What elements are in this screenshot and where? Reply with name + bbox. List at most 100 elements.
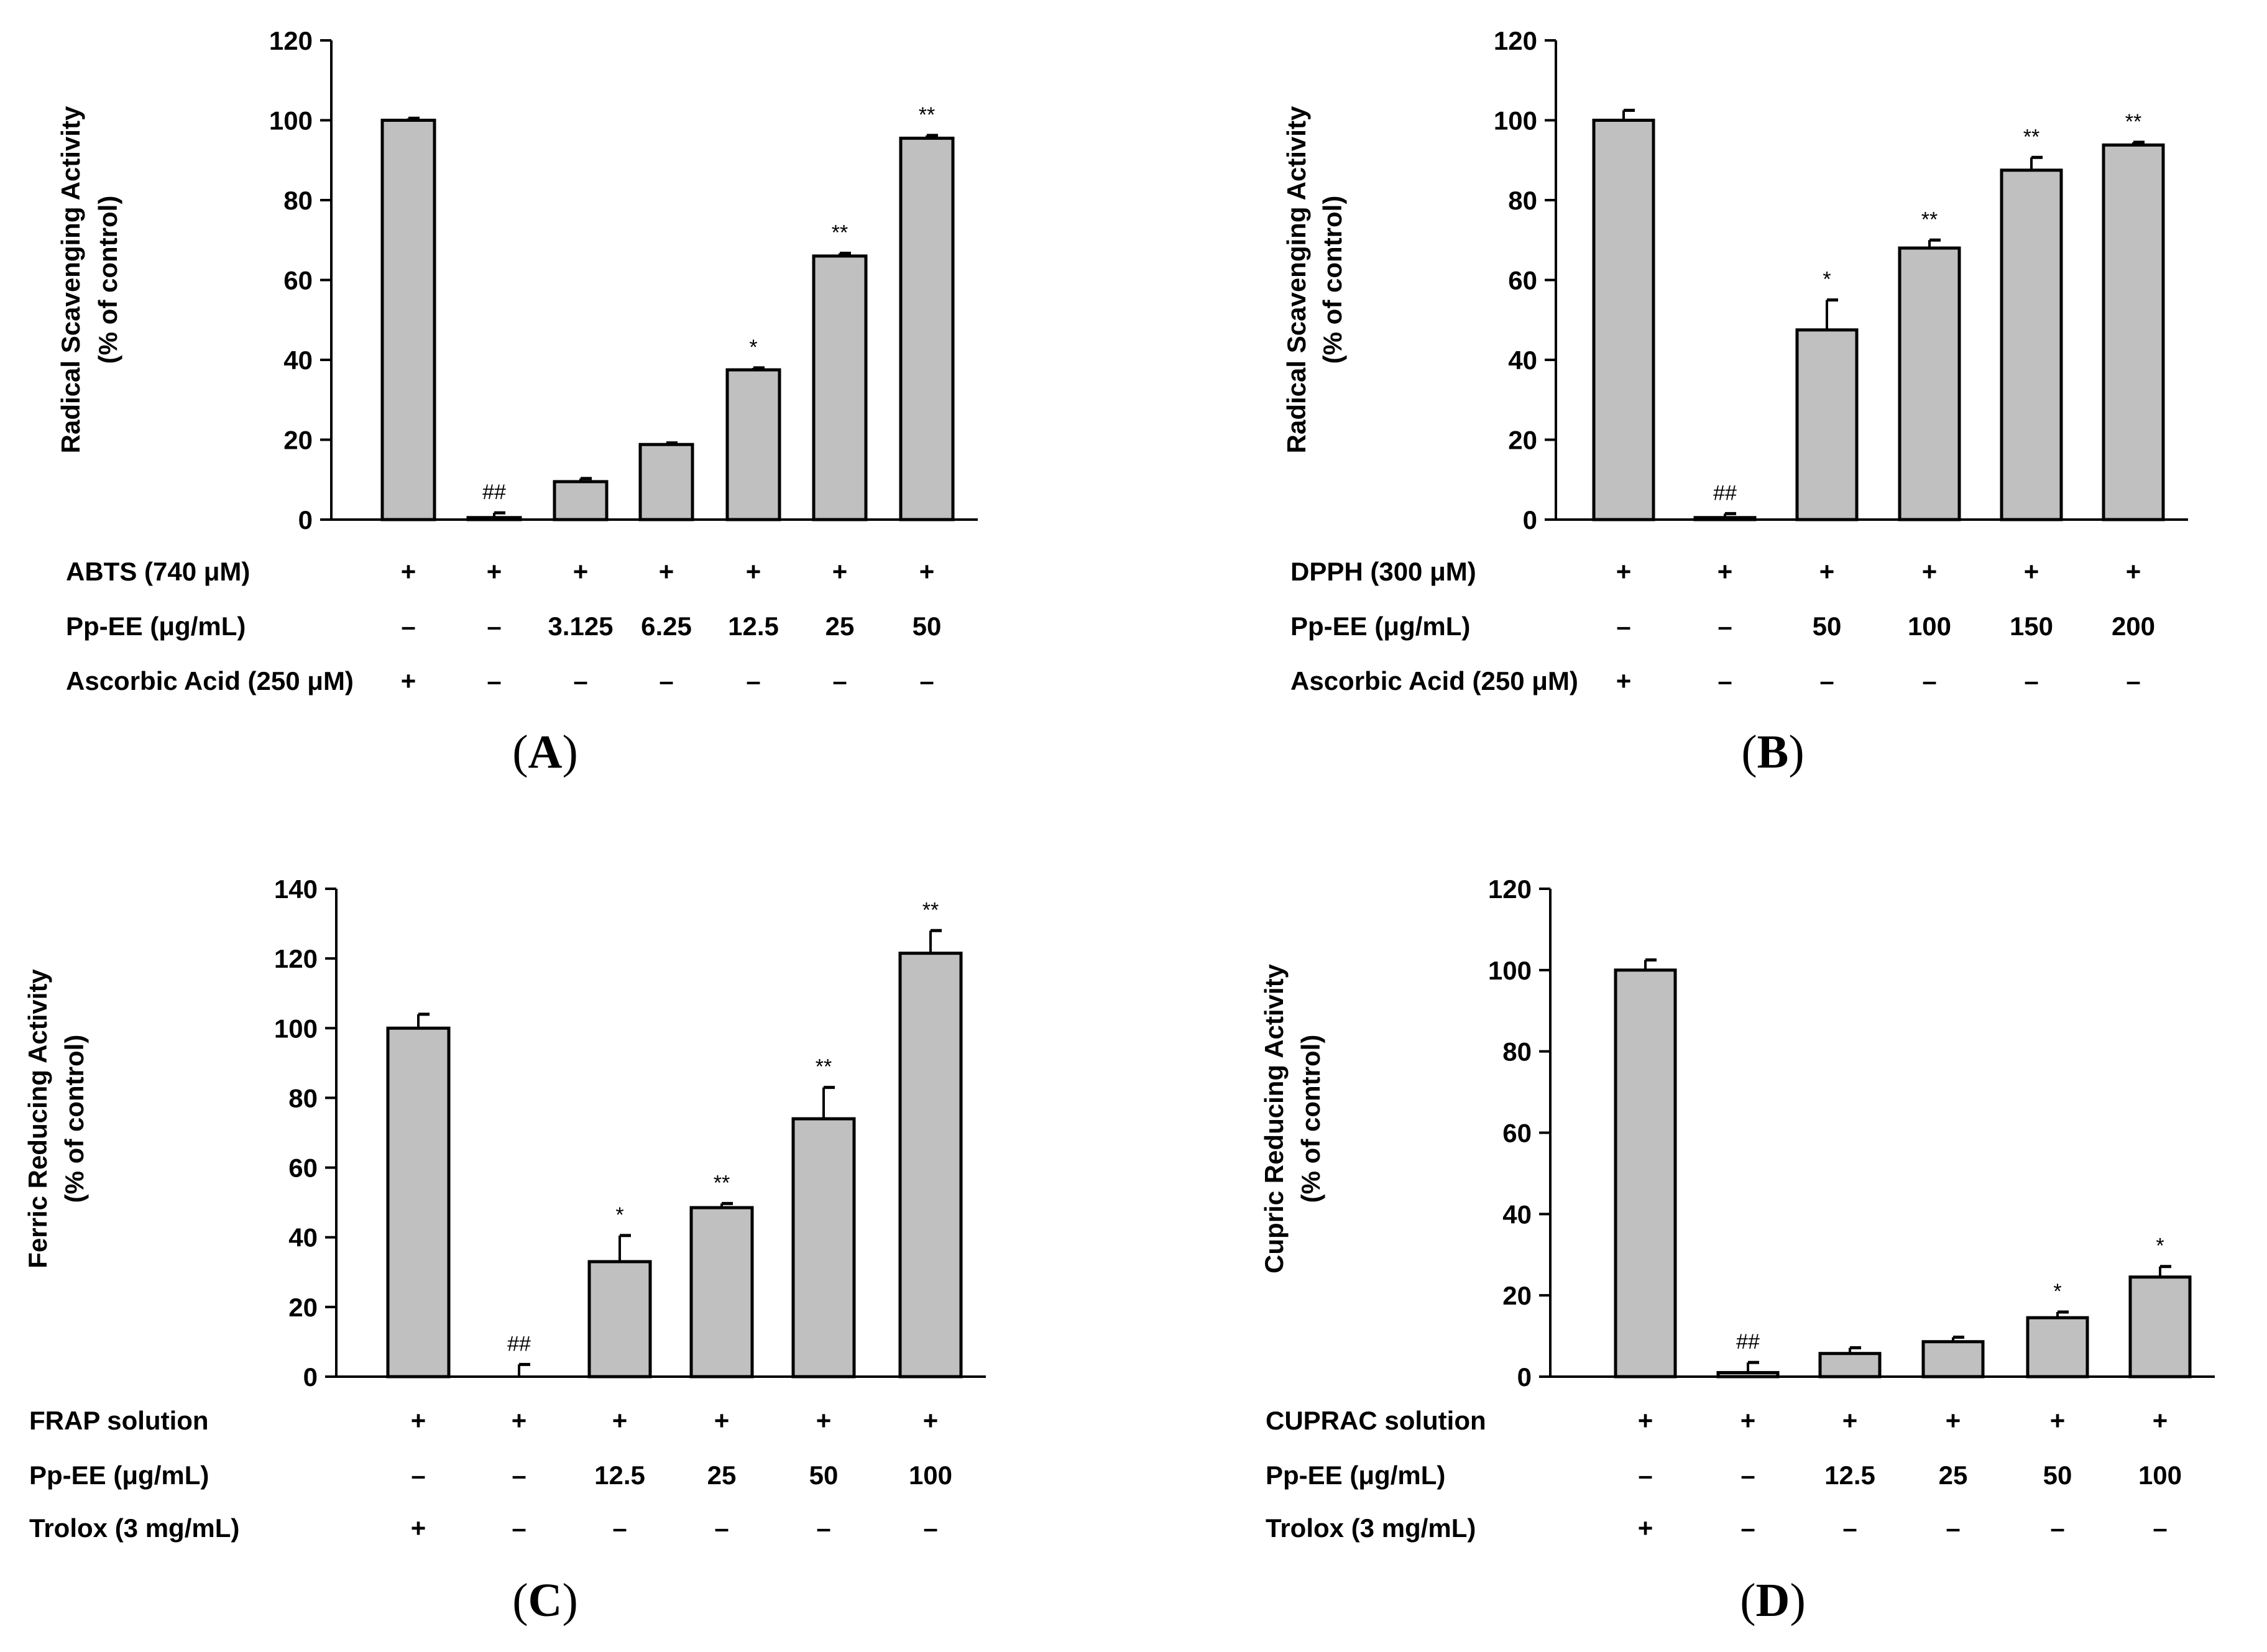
condition-mark: +: [612, 1406, 628, 1435]
significance-marker: *: [2156, 1234, 2164, 1258]
condition-mark: –: [612, 1513, 627, 1543]
chart-panel-a: 0 20 40 60 80 100 120 Radical Scavenging Activi…: [56, 26, 978, 778]
y-tick-label: 40: [1508, 346, 1537, 375]
condition-mark: –: [1740, 1461, 1755, 1490]
condition-mark: +: [1740, 1406, 1756, 1435]
condition-row-label: Pp-EE (μg/mL): [1290, 612, 1470, 641]
condition-mark: –: [411, 1461, 425, 1490]
y-tick-label: 60: [288, 1154, 318, 1183]
condition-mark: +: [919, 557, 935, 586]
y-tick-label: 60: [283, 266, 313, 295]
bar: [1795, 328, 1859, 521]
significance-marker: **: [2023, 125, 2039, 149]
significance-marker: ##: [507, 1332, 531, 1356]
y-axis-title: (% of control): [1296, 1035, 1325, 1203]
significance-marker: *: [615, 1203, 623, 1227]
bar: [587, 1260, 652, 1379]
significance-marker: *: [2053, 1280, 2061, 1303]
panel-label: (B): [1741, 726, 1804, 778]
condition-mark: 12.5: [594, 1461, 645, 1490]
chart-panel-b: 0 20 40 60 80 100 120 Radical Scavenging Activi…: [1282, 26, 2188, 778]
y-tick-label: 100: [1488, 956, 1532, 985]
bar: [1921, 1340, 1985, 1379]
condition-mark: +: [2153, 1406, 2168, 1435]
condition-row-label: ABTS (740 μM): [66, 557, 250, 586]
condition-mark: +: [2024, 557, 2039, 586]
bar: [1818, 1352, 1882, 1379]
condition-mark: 12.5: [728, 612, 779, 641]
condition-mark: –: [1638, 1461, 1652, 1490]
condition-row-label: Pp-EE (μg/mL): [1266, 1461, 1445, 1490]
significance-marker: **: [1921, 208, 1938, 231]
condition-row-label: CUPRAC solution: [1266, 1406, 1486, 1435]
condition-mark: +: [923, 1406, 939, 1435]
condition-mark: –: [746, 666, 760, 695]
condition-mark: +: [1842, 1406, 1858, 1435]
condition-mark: –: [2153, 1513, 2167, 1543]
condition-mark: 25: [825, 612, 855, 641]
y-tick-label: 80: [1502, 1037, 1532, 1067]
bar: [899, 136, 955, 521]
condition-mark: –: [1717, 612, 1732, 641]
y-axis-title: (% of control): [1318, 196, 1347, 364]
condition-mark: –: [1819, 666, 1834, 695]
condition-row-label: Ascorbic Acid (250 μM): [1290, 666, 1578, 695]
y-tick-label: 0: [298, 505, 313, 535]
condition-mark: 100: [909, 1461, 952, 1490]
condition-mark: +: [401, 666, 416, 695]
bar: [1693, 516, 1757, 521]
condition-mark: 100: [1908, 612, 1951, 641]
condition-mark: +: [487, 557, 502, 586]
condition-mark: 150: [2010, 612, 2053, 641]
condition-mark: +: [1946, 1406, 1961, 1435]
bar: [1898, 246, 1961, 521]
bar: [898, 952, 963, 1379]
y-tick-label: 80: [283, 186, 313, 215]
y-tick-label: 20: [283, 426, 313, 455]
chart-panel-c: 0 20 40 60 80 100 120 140 Ferric Reducing Activi…: [23, 874, 986, 1627]
significance-marker: ##: [1713, 481, 1737, 505]
significance-marker: **: [816, 1055, 832, 1079]
y-tick-label: 120: [1494, 26, 1537, 55]
y-tick-label: 20: [288, 1293, 318, 1322]
y-tick-label: 20: [1508, 426, 1537, 455]
condition-mark: +: [714, 1406, 730, 1435]
y-axis-title: Radical Scavenging Activity: [1282, 106, 1311, 453]
condition-mark: –: [512, 1513, 526, 1543]
bar: [1614, 968, 1677, 1379]
condition-mark: –: [487, 612, 501, 641]
bar: [791, 1117, 856, 1379]
bar: [725, 368, 781, 521]
significance-marker: *: [1823, 268, 1831, 291]
condition-mark: –: [487, 666, 501, 695]
condition-mark: 50: [2043, 1461, 2072, 1490]
condition-mark: –: [1922, 666, 1936, 695]
condition-mark: 25: [1939, 1461, 1968, 1490]
condition-mark: +: [2050, 1406, 2066, 1435]
condition-mark: –: [573, 666, 587, 695]
significance-marker: *: [749, 336, 757, 359]
bar: [380, 119, 436, 521]
y-tick-label: 40: [283, 346, 313, 375]
condition-mark: –: [401, 612, 415, 641]
bar: [1592, 119, 1655, 521]
bar: [2026, 1316, 2089, 1379]
bar: [466, 516, 522, 521]
condition-mark: –: [512, 1461, 526, 1490]
y-tick-label: 100: [269, 106, 313, 135]
condition-mark: +: [816, 1406, 832, 1435]
y-tick-label: 100: [274, 1014, 318, 1043]
condition-mark: +: [746, 557, 761, 586]
condition-row-label: Trolox (3 mg/mL): [1266, 1513, 1476, 1543]
bar: [1716, 1370, 1780, 1379]
condition-mark: 25: [707, 1461, 737, 1490]
condition-row-label: FRAP solution: [29, 1406, 209, 1435]
y-tick-label: 120: [269, 26, 313, 55]
condition-mark: +: [1616, 666, 1632, 695]
y-tick-label: 140: [274, 874, 318, 904]
condition-row-label: Pp-EE (μg/mL): [66, 612, 246, 641]
condition-mark: +: [1717, 557, 1733, 586]
y-tick-label: 20: [1502, 1281, 1532, 1310]
condition-mark: –: [919, 666, 934, 695]
bar: [2102, 143, 2165, 521]
